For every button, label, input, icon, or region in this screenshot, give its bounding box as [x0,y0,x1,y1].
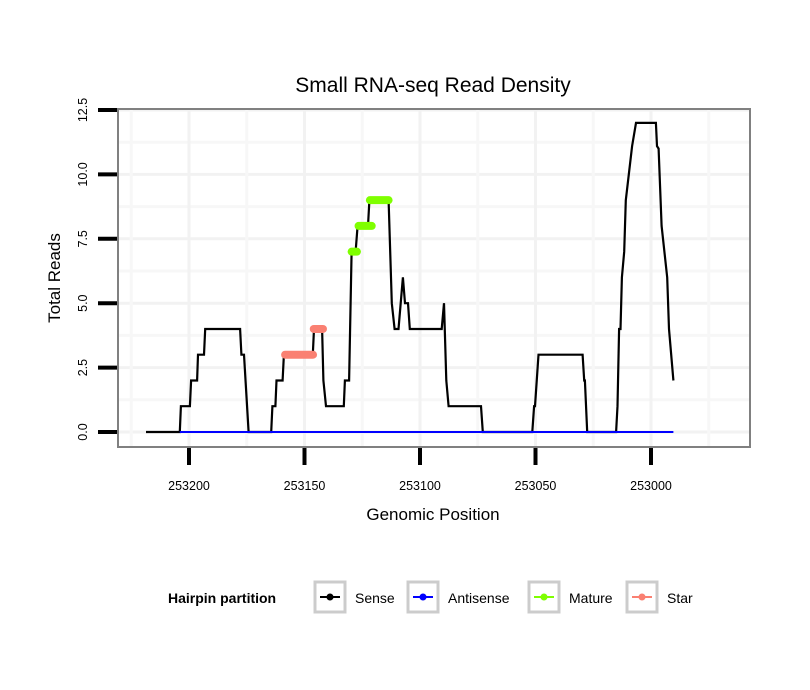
series-layer [146,121,675,434]
x-axis: 253200 253150 253100 253050 253000 [168,448,672,493]
x-tick-label: 253000 [630,479,672,493]
legend: Hairpin partition Sense Antisense Mature St… [168,580,693,614]
legend-item-antisense: Antisense [406,580,510,614]
legend-key-point [326,593,334,601]
legend-item-sense: Sense [313,580,395,614]
legend-key-point [540,593,548,601]
legend-key-point [638,593,646,601]
chart-title: Small RNA-seq Read Density [295,74,571,97]
y-tick-label: 2.5 [76,359,90,376]
legend-label: Mature [569,590,613,606]
legend-items: Sense Antisense Mature Star [313,580,693,614]
panel-background [118,109,750,447]
y-axis-title: Total Reads [45,233,64,323]
legend-title: Hairpin partition [168,590,276,606]
legend-label: Star [667,590,693,606]
legend-label: Antisense [448,590,510,606]
series-line-sense [146,121,675,434]
x-tick-label: 253050 [515,479,557,493]
legend-key-point [419,593,427,601]
x-tick-label: 253150 [284,479,326,493]
y-tick-label: 7.5 [76,230,90,247]
y-tick-label: 0.0 [76,423,90,440]
y-tick-label: 5.0 [76,294,90,311]
x-axis-title: Genomic Position [366,505,499,524]
y-tick-label: 10.0 [76,162,90,186]
legend-item-star: Star [625,580,693,614]
y-tick-label: 12.5 [76,98,90,122]
plot-panel [117,108,751,448]
y-axis: 0.0 2.5 5.0 7.5 10.0 12.5 [76,98,117,441]
panel-border [117,108,751,448]
x-tick-label: 253100 [399,479,441,493]
legend-label: Sense [355,590,395,606]
legend-item-mature: Mature [527,580,613,614]
x-tick-label: 253200 [168,479,210,493]
